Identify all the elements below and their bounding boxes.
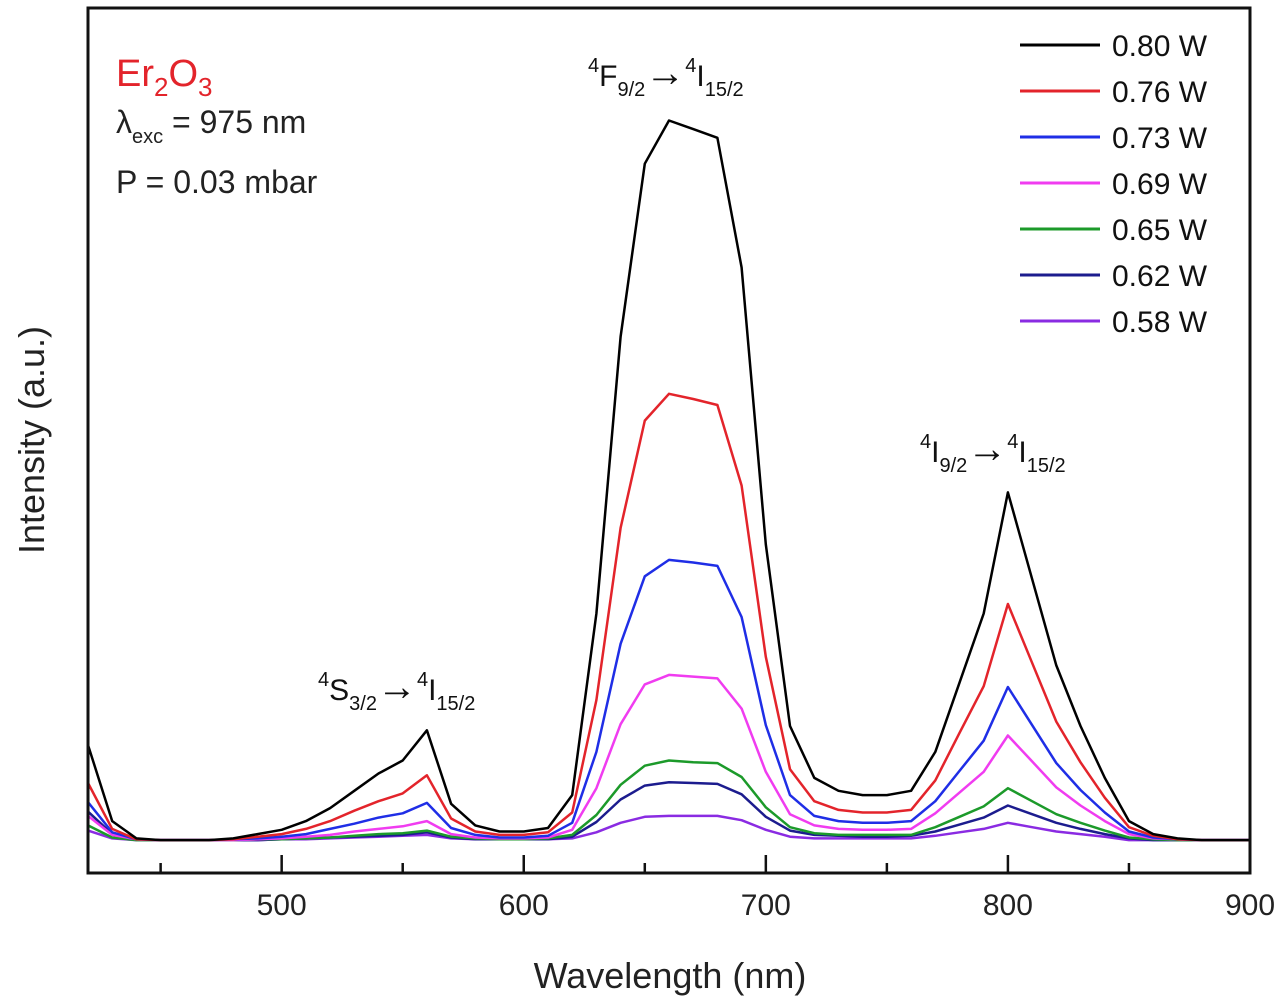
legend-label: 0.76 W — [1112, 76, 1208, 109]
legend-entry: 0.73 W — [1020, 122, 1208, 155]
x-ticks: 500 600 700 800 900 — [159, 855, 1275, 922]
legend-entry: 0.80 W — [1020, 30, 1208, 63]
annotation-nir-band: 4I9/2→4I15/2 — [920, 427, 1066, 477]
pressure-label: P = 0.03 mbar — [116, 164, 318, 200]
series-layer — [86, 119, 1250, 842]
series-line-0 — [86, 119, 1250, 842]
series-line-2 — [87, 558, 1250, 842]
legend: 0.80 W 0.76 W 0.73 W 0.69 W 0.65 W 0.62 W 0.58… — [1020, 30, 1208, 339]
x-tick-label: 500 — [257, 889, 307, 922]
plot-frame — [86, 6, 1252, 875]
x-tick-label: 700 — [741, 889, 791, 922]
annotation-green-band: 4S3/2→4I15/2 — [318, 665, 475, 715]
x-tick-label: 800 — [983, 889, 1033, 922]
series-line-5 — [87, 780, 1250, 842]
x-tick-label: 600 — [499, 889, 549, 922]
legend-label: 0.73 W — [1112, 122, 1208, 155]
sample-label: Er2O3 — [116, 53, 213, 102]
legend-entry: 0.69 W — [1020, 168, 1208, 201]
legend-entry: 0.62 W — [1020, 260, 1208, 293]
series-line-1 — [86, 392, 1250, 842]
legend-label: 0.69 W — [1112, 168, 1208, 201]
annotation-red-band: 4F9/2→4I15/2 — [588, 51, 744, 101]
legend-label: 0.80 W — [1112, 30, 1208, 63]
legend-label: 0.62 W — [1112, 260, 1208, 293]
legend-label: 0.65 W — [1112, 214, 1208, 247]
legend-label: 0.58 W — [1112, 306, 1208, 339]
x-tick-label: 900 — [1225, 889, 1275, 922]
y-axis-title: Intensity (a.u.) — [11, 326, 52, 554]
legend-entry: 0.58 W — [1020, 306, 1208, 339]
legend-entry: 0.65 W — [1020, 214, 1208, 247]
excitation-label: λexc = 975 nm — [116, 104, 306, 148]
x-axis-title: Wavelength (nm) — [534, 955, 807, 996]
series-line-3 — [87, 673, 1250, 842]
legend-entry: 0.76 W — [1020, 76, 1208, 109]
